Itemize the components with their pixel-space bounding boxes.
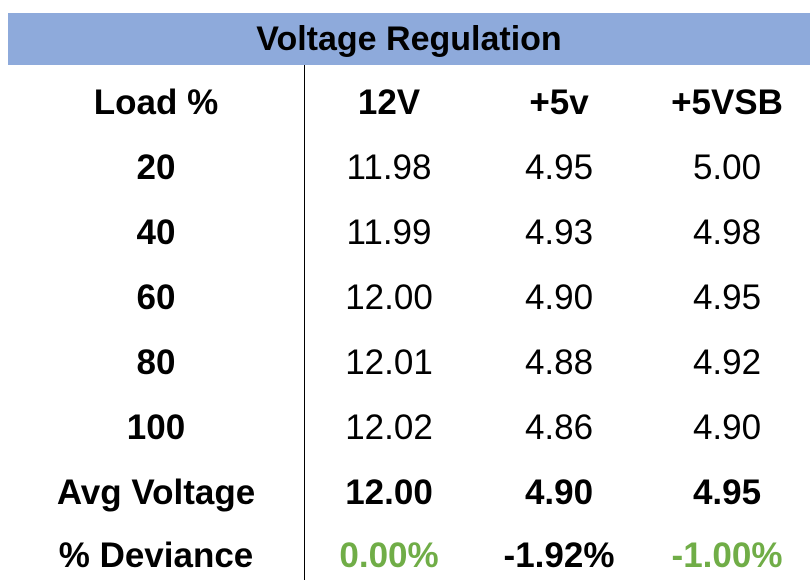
value-12v: 11.99 bbox=[346, 212, 432, 252]
load-cell: 80 bbox=[136, 342, 176, 382]
value-5vsb: 4.95 bbox=[692, 277, 762, 317]
deviance-5v: -1.92% bbox=[503, 535, 615, 575]
table-row: 80 12.01 4.88 4.92 bbox=[8, 330, 810, 395]
load-cell: 20 bbox=[136, 147, 176, 187]
value-5vsb: 4.98 bbox=[692, 212, 762, 252]
column-divider bbox=[304, 65, 305, 580]
value-12v: 11.98 bbox=[346, 147, 432, 187]
deviance-row: % Deviance 0.00% -1.92% -1.00% bbox=[8, 523, 810, 588]
header-row: Load % 12V +5v +5VSB bbox=[8, 70, 810, 135]
avg-12v: 12.00 bbox=[345, 472, 433, 512]
value-12v: 12.00 bbox=[345, 277, 433, 317]
header-12v: 12V bbox=[357, 82, 421, 122]
deviance-label: % Deviance bbox=[58, 535, 254, 575]
avg-5v: 4.90 bbox=[524, 472, 594, 512]
deviance-5vsb: -1.00% bbox=[671, 535, 783, 575]
value-5v: 4.93 bbox=[524, 212, 594, 252]
value-12v: 12.02 bbox=[345, 407, 433, 447]
header-load: Load % bbox=[93, 82, 219, 122]
load-cell: 60 bbox=[136, 277, 176, 317]
value-5v: 4.88 bbox=[524, 342, 594, 382]
value-5v: 4.90 bbox=[524, 277, 594, 317]
load-cell: 40 bbox=[136, 212, 176, 252]
header-5vsb: +5VSB bbox=[671, 82, 783, 122]
deviance-12v: 0.00% bbox=[339, 535, 439, 575]
value-5vsb: 5.00 bbox=[692, 147, 762, 187]
value-5vsb: 4.92 bbox=[692, 342, 762, 382]
load-cell: 100 bbox=[126, 407, 186, 447]
avg-voltage-row: Avg Voltage 12.00 4.90 4.95 bbox=[8, 460, 810, 525]
table-row: 20 11.98 4.95 5.00 bbox=[8, 135, 810, 200]
value-12v: 12.01 bbox=[345, 342, 433, 382]
value-5vsb: 4.90 bbox=[692, 407, 762, 447]
table-row: 40 11.99 4.93 4.98 bbox=[8, 200, 810, 265]
avg-5vsb: 4.95 bbox=[692, 472, 762, 512]
value-5v: 4.95 bbox=[524, 147, 594, 187]
table-row: 100 12.02 4.86 4.90 bbox=[8, 395, 810, 460]
table-title: Voltage Regulation bbox=[8, 13, 810, 65]
value-5v: 4.86 bbox=[524, 407, 594, 447]
header-5v: +5v bbox=[529, 82, 589, 122]
avg-label: Avg Voltage bbox=[56, 472, 256, 512]
table-row: 60 12.00 4.90 4.95 bbox=[8, 265, 810, 330]
